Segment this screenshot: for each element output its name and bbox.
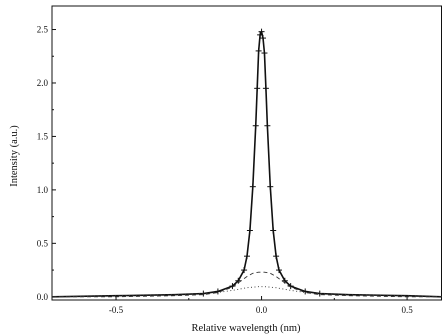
series-point — [252, 122, 259, 129]
series-point — [276, 267, 283, 274]
series-point — [260, 35, 267, 42]
series-point — [270, 227, 277, 234]
series-point — [241, 267, 248, 274]
series-layer — [51, 28, 442, 298]
series-point — [264, 122, 271, 129]
series-point — [258, 28, 265, 35]
x-tick-label: 0.0 — [256, 305, 268, 315]
x-tick-label: 0.5 — [401, 305, 413, 315]
y-tick-label: 0.0 — [37, 292, 49, 302]
series-point — [249, 183, 256, 190]
series-point — [246, 227, 253, 234]
series-point — [267, 183, 274, 190]
series-point — [273, 253, 280, 260]
series-point — [254, 85, 261, 92]
series-point — [244, 253, 250, 260]
series-line-3 — [51, 286, 442, 298]
y-axis-title: Intensity (a.u.) — [9, 125, 20, 187]
series-point — [262, 85, 269, 92]
y-tick-label: 2.0 — [37, 78, 49, 88]
x-axis-title: Relative wavelength (nm) — [191, 323, 301, 334]
y-tick-label: 1.5 — [37, 131, 49, 141]
series-point — [257, 31, 264, 38]
x-axis: -0.5 0.0 0.5 — [109, 296, 413, 315]
x-tick-label: -0.5 — [109, 305, 124, 315]
series-point — [235, 277, 242, 284]
series-line-2 — [52, 271, 442, 298]
series-point — [261, 50, 268, 57]
y-axis: 0.0 0.5 1.0 1.5 2.0 2.5 — [37, 25, 56, 302]
series-point — [255, 47, 262, 54]
y-tick-label: 1.0 — [37, 185, 49, 195]
y-tick-label: 0.5 — [37, 238, 49, 248]
y-tick-label: 2.5 — [37, 25, 49, 35]
